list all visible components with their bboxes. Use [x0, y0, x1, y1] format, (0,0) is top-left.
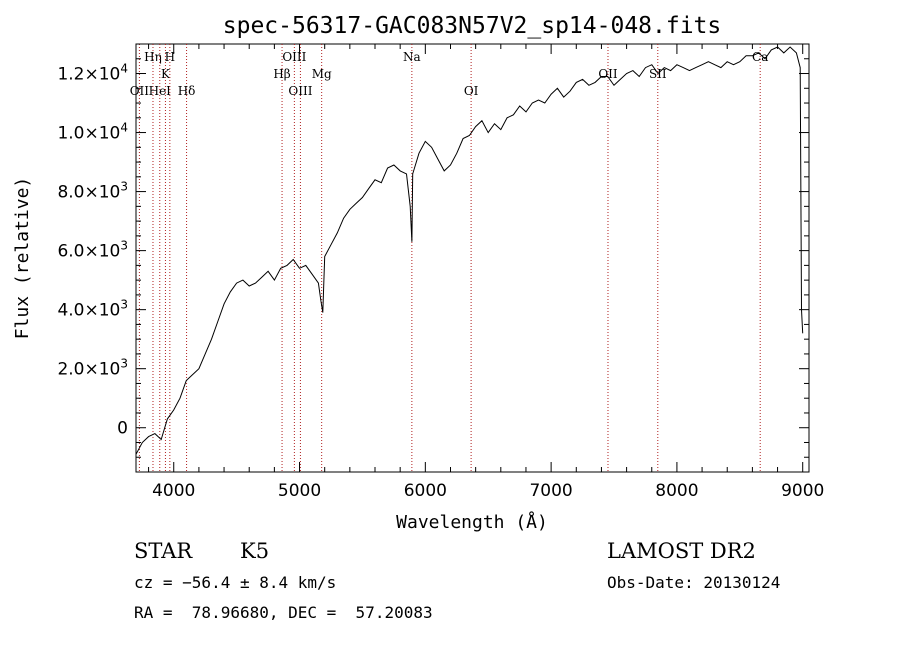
survey-name: LAMOST DR2: [607, 539, 756, 563]
x-tick-label: 6000: [404, 481, 447, 501]
coordinates: RA = 78.96680, DEC = 57.20083: [134, 603, 433, 622]
line-marker-label: OII: [130, 84, 150, 98]
axis-ticks: 4000 5000 6000 7000 8000 9000 0 2.0×103 4.0×103 6…: [57, 43, 824, 501]
line-marker-label: Hδ: [178, 84, 196, 98]
line-marker-label: Mg: [312, 67, 332, 81]
spectrum-line: [135, 46, 804, 455]
line-marker-label: Ca: [752, 50, 768, 64]
line-marker-label: HeI: [149, 84, 172, 98]
x-tick-label: 9000: [781, 481, 824, 501]
x-tick-label: 4000: [152, 481, 195, 501]
y-tick-label: 2.0×103: [57, 357, 128, 380]
object-class: STAR: [134, 539, 193, 563]
x-tick-label: 7000: [529, 481, 572, 501]
x-tick-label: 8000: [655, 481, 698, 501]
object-subclass: K5: [240, 539, 270, 563]
y-tick-label: 4.0×103: [57, 298, 128, 321]
chart-title: spec-56317-GAC083N57V2_sp14-048.fits: [223, 13, 722, 39]
line-marker-label: OII: [598, 67, 618, 81]
line-marker-label: K: [161, 67, 171, 81]
y-tick-label: 8.0×103: [57, 180, 128, 203]
x-tick-label: 5000: [278, 481, 321, 501]
redshift-velocity: cz = −56.4 ± 8.4 km/s: [134, 573, 337, 592]
line-marker-label: OIII: [282, 50, 306, 64]
y-tick-label: 0: [117, 419, 128, 439]
x-axis-label: Wavelength (Å): [396, 511, 548, 533]
line-marker-label: Hβ: [273, 67, 290, 81]
y-tick-label: 1.0×104: [57, 121, 128, 144]
y-tick-label: 1.2×104: [57, 62, 128, 85]
line-marker-label: H: [165, 50, 175, 64]
y-axis-label: Flux (relative): [12, 177, 33, 340]
observation-date: Obs-Date: 20130124: [607, 573, 781, 592]
line-marker-label: Hη: [144, 50, 162, 64]
line-marker-label: OI: [464, 84, 479, 98]
line-marker-label: OIII: [288, 84, 312, 98]
line-marker-label: Na: [403, 50, 421, 64]
y-tick-label: 6.0×103: [57, 239, 128, 262]
plot-frame: [135, 43, 810, 473]
